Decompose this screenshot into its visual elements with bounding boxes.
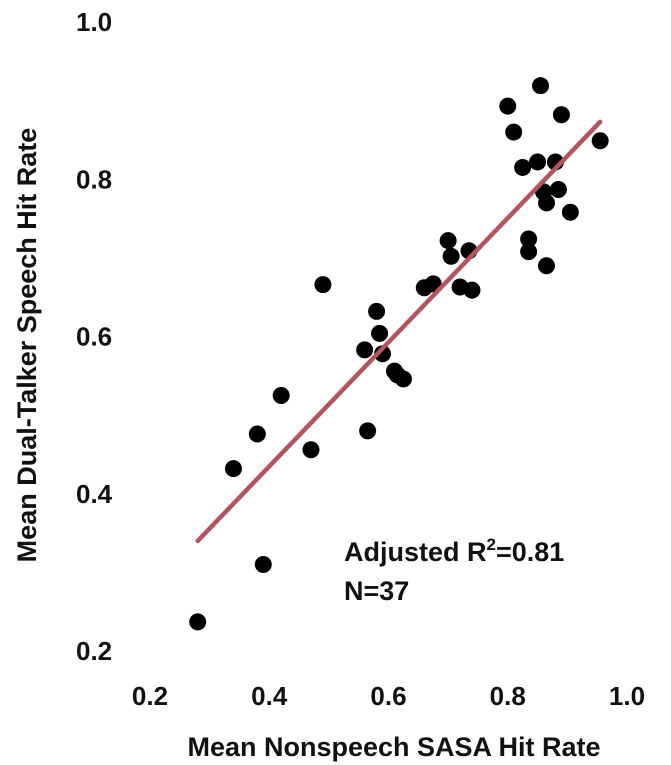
data-point	[374, 345, 392, 363]
data-point	[371, 324, 389, 342]
regression-line	[195, 119, 603, 544]
x-tick-label: 0.4	[251, 681, 288, 711]
r-squared-value: =0.81	[496, 537, 564, 567]
data-point	[499, 97, 517, 115]
data-point	[463, 281, 481, 299]
x-tick-label: 0.8	[490, 681, 526, 711]
r-squared-annotation: Adjusted R2=0.81	[344, 535, 564, 567]
data-point	[394, 370, 412, 388]
x-tick-label: 0.6	[370, 681, 406, 711]
data-point	[591, 132, 609, 150]
data-point	[254, 556, 272, 574]
y-tick-labels: 0.2 0.4 0.6 0.8 1.0	[76, 7, 113, 666]
data-point	[549, 180, 567, 198]
data-point	[552, 106, 570, 124]
data-point	[520, 243, 538, 261]
data-point	[532, 77, 550, 95]
y-tick-label: 0.4	[76, 479, 113, 509]
data-point	[561, 203, 579, 221]
data-point	[529, 153, 547, 171]
data-point	[442, 247, 460, 265]
data-point	[520, 230, 538, 248]
x-tick-label: 0.2	[132, 681, 168, 711]
y-tick-label: 1.0	[76, 7, 112, 37]
data-point	[189, 613, 207, 631]
y-axis-title: Mean Dual-Talker Speech Hit Rate	[12, 128, 42, 563]
data-point	[514, 158, 532, 176]
x-tick-label: 1.0	[609, 681, 645, 711]
data-point	[538, 194, 556, 212]
data-point	[368, 302, 386, 320]
data-point	[224, 460, 242, 478]
x-tick-labels: 0.2 0.4 0.6 0.8 1.0	[132, 681, 645, 711]
data-point	[302, 441, 320, 459]
data-point	[248, 425, 266, 443]
n-annotation: N=37	[344, 576, 409, 606]
data-point	[505, 123, 523, 141]
data-point	[359, 422, 377, 440]
data-point	[314, 276, 332, 294]
y-tick-label: 0.6	[76, 322, 112, 352]
data-points	[189, 77, 609, 631]
r-squared-superscript: 2	[487, 535, 496, 554]
x-axis-title: Mean Nonspeech SASA Hit Rate	[187, 732, 600, 762]
data-point	[439, 232, 457, 250]
r-squared-prefix: Adjusted R	[344, 537, 487, 567]
y-tick-label: 0.8	[76, 164, 112, 194]
data-point	[272, 386, 290, 404]
data-point	[538, 257, 556, 275]
data-point	[356, 341, 374, 359]
y-tick-label: 0.2	[76, 636, 112, 666]
